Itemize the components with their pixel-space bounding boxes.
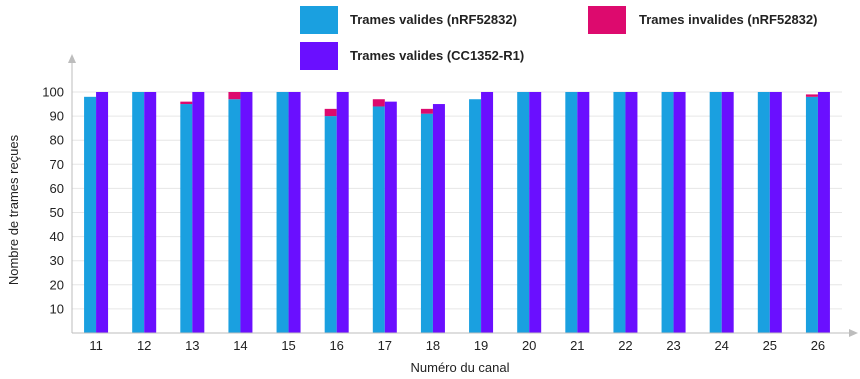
y-axis-arrow: [68, 54, 76, 63]
bar-valides-cc1352-19: [481, 92, 494, 333]
bar-valides-cc1352-13: [192, 92, 205, 333]
legend-swatch-valides-nrf: [300, 6, 338, 34]
x-tick-label-20: 20: [522, 338, 536, 353]
x-tick-label-18: 18: [426, 338, 440, 353]
bar-valides-cc1352-17: [384, 101, 397, 333]
x-axis-title: Numéro du canal: [411, 360, 510, 375]
legend-label-valides-nrf: Trames valides (nRF52832): [350, 12, 517, 27]
legend-swatch-invalides-nrf: [588, 6, 626, 34]
bar-valides-nrf-18: [420, 113, 433, 333]
bar-valides-nrf-23: [661, 92, 674, 333]
y-tick-label-70: 70: [50, 157, 64, 172]
y-tick-label-100: 100: [42, 85, 64, 100]
x-tick-label-21: 21: [570, 338, 584, 353]
bar-valides-cc1352-18: [432, 104, 445, 333]
bar-valides-nrf-25: [757, 92, 770, 333]
y-tick-label-40: 40: [50, 229, 64, 244]
x-tick-label-23: 23: [666, 338, 680, 353]
x-tick-label-22: 22: [618, 338, 632, 353]
x-tick-labels: 11 12 13 14 15 16 17 18 19 20 21 22 23 24 25 26: [89, 338, 825, 353]
bar-valides-nrf-24: [709, 92, 722, 333]
x-tick-label-15: 15: [281, 338, 295, 353]
x-tick-label-17: 17: [378, 338, 392, 353]
bar-valides-nrf-16: [324, 116, 337, 333]
bar-valides-cc1352-26: [817, 92, 830, 333]
bar-valides-nrf-12: [132, 92, 145, 333]
x-tick-label-14: 14: [233, 338, 247, 353]
bar-valides-cc1352-25: [769, 92, 782, 333]
bar-valides-nrf-14: [228, 99, 241, 333]
x-tick-label-19: 19: [474, 338, 488, 353]
bar-valides-cc1352-21: [577, 92, 590, 333]
legend-item-invalides-nrf: Trames invalides (nRF52832): [588, 6, 817, 34]
bar-valides-cc1352-11: [96, 92, 109, 333]
x-tick-label-16: 16: [329, 338, 343, 353]
y-axis-title: Nombre de trames reçues: [6, 134, 21, 285]
bar-valides-cc1352-23: [673, 92, 686, 333]
legend-swatch-valides-cc1352: [300, 42, 338, 70]
bar-invalides-nrf-18: [420, 108, 433, 114]
x-tick-label-11: 11: [89, 338, 103, 353]
bar-valides-nrf-19: [469, 99, 482, 333]
x-tick-label-12: 12: [137, 338, 151, 353]
axes: [68, 54, 858, 337]
bar-valides-nrf-20: [517, 92, 530, 333]
bar-valides-cc1352-12: [144, 92, 157, 333]
bar-valides-nrf-11: [84, 96, 97, 333]
y-tick-label-80: 80: [50, 133, 64, 148]
bar-valides-cc1352-16: [336, 92, 349, 333]
bar-valides-nrf-22: [613, 92, 626, 333]
bar-valides-nrf-21: [565, 92, 578, 333]
bars: [84, 92, 830, 334]
bar-valides-nrf-17: [372, 106, 385, 334]
y-tick-label-20: 20: [50, 277, 64, 292]
x-axis-arrow: [849, 329, 858, 337]
y-tick-label-50: 50: [50, 205, 64, 220]
bar-valides-cc1352-14: [240, 92, 253, 333]
bar-invalides-nrf-13: [180, 101, 193, 105]
bar-invalides-nrf-17: [372, 99, 385, 107]
bar-valides-cc1352-15: [288, 92, 301, 333]
x-tick-label-13: 13: [185, 338, 199, 353]
x-tick-label-25: 25: [763, 338, 777, 353]
legend: Trames valides (nRF52832) Trames invalid…: [300, 6, 817, 70]
bar-invalides-nrf-14: [228, 92, 241, 100]
bar-valides-nrf-13: [180, 104, 193, 333]
bar-valides-cc1352-22: [625, 92, 638, 333]
bar-invalides-nrf-16: [324, 108, 337, 117]
legend-label-invalides-nrf: Trames invalides (nRF52832): [639, 12, 817, 27]
y-tick-label-10: 10: [50, 301, 64, 316]
bar-valides-cc1352-20: [529, 92, 542, 333]
y-tick-labels: 10 20 30 40 50 60 70 80 90 100: [42, 85, 64, 317]
bar-invalides-nrf-26: [805, 94, 818, 97]
x-tick-label-26: 26: [811, 338, 825, 353]
bar-valides-nrf-26: [805, 96, 818, 333]
x-tick-label-24: 24: [714, 338, 728, 353]
legend-item-valides-nrf: Trames valides (nRF52832): [300, 6, 517, 34]
y-tick-label-90: 90: [50, 109, 64, 124]
y-tick-label-30: 30: [50, 253, 64, 268]
bar-valides-nrf-15: [276, 92, 289, 333]
legend-item-valides-cc1352: Trames valides (CC1352-R1): [300, 42, 524, 70]
bar-valides-cc1352-24: [721, 92, 734, 333]
legend-label-valides-cc1352: Trames valides (CC1352-R1): [350, 48, 524, 63]
y-tick-label-60: 60: [50, 181, 64, 196]
